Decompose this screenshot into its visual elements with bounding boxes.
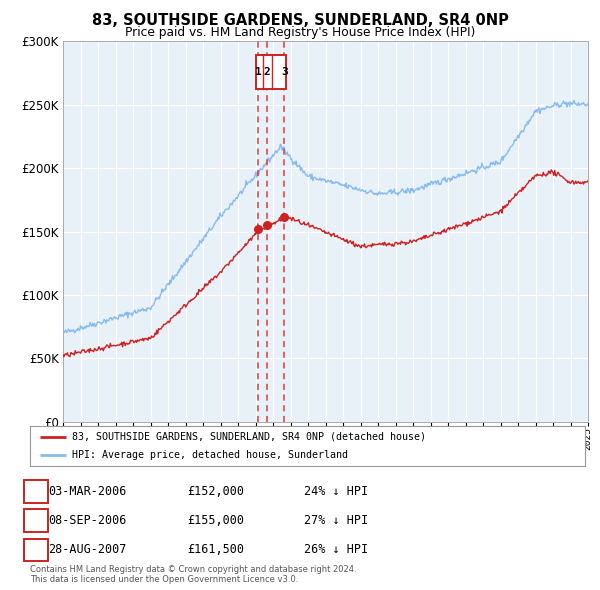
Text: 2: 2 — [32, 514, 40, 527]
Text: 27% ↓ HPI: 27% ↓ HPI — [304, 514, 368, 527]
Text: 1: 1 — [32, 485, 40, 498]
Text: 24% ↓ HPI: 24% ↓ HPI — [304, 485, 368, 498]
Text: 08-SEP-2006: 08-SEP-2006 — [48, 514, 126, 527]
FancyBboxPatch shape — [256, 55, 286, 89]
Text: 28-AUG-2007: 28-AUG-2007 — [48, 543, 126, 556]
Text: 3: 3 — [32, 543, 40, 556]
Text: £161,500: £161,500 — [187, 543, 245, 556]
Text: HPI: Average price, detached house, Sunderland: HPI: Average price, detached house, Sund… — [71, 450, 347, 460]
Text: £152,000: £152,000 — [187, 485, 245, 498]
Text: Price paid vs. HM Land Registry's House Price Index (HPI): Price paid vs. HM Land Registry's House … — [125, 26, 475, 39]
Text: 3: 3 — [281, 67, 288, 77]
Text: 26% ↓ HPI: 26% ↓ HPI — [304, 543, 368, 556]
Text: 2: 2 — [264, 67, 271, 77]
Text: 83, SOUTHSIDE GARDENS, SUNDERLAND, SR4 0NP: 83, SOUTHSIDE GARDENS, SUNDERLAND, SR4 0… — [92, 13, 508, 28]
Text: Contains HM Land Registry data © Crown copyright and database right 2024.
This d: Contains HM Land Registry data © Crown c… — [30, 565, 356, 584]
Text: 03-MAR-2006: 03-MAR-2006 — [48, 485, 126, 498]
Text: 83, SOUTHSIDE GARDENS, SUNDERLAND, SR4 0NP (detached house): 83, SOUTHSIDE GARDENS, SUNDERLAND, SR4 0… — [71, 432, 425, 442]
Text: £155,000: £155,000 — [187, 514, 245, 527]
Text: 1: 1 — [255, 67, 262, 77]
